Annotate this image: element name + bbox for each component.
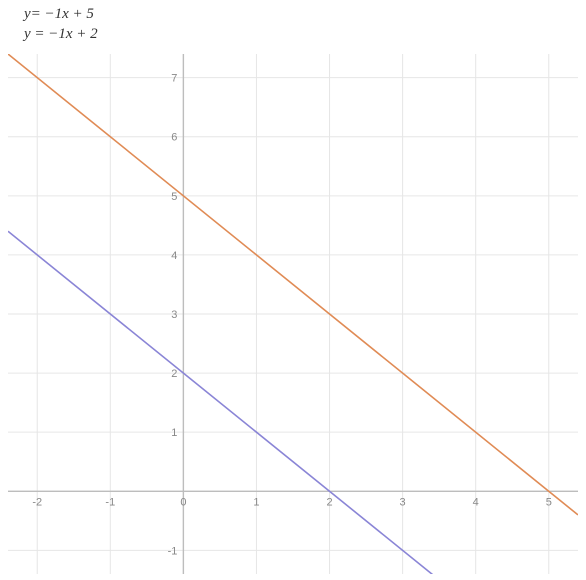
- x-tick-label: 1: [253, 496, 259, 508]
- y-tick-label: 6: [171, 132, 177, 144]
- chart-svg: -2 -1 0 1 2 3 4 5 -1 1 2 3 4 5 6 7: [8, 54, 578, 574]
- y-tick-label: 7: [171, 73, 177, 85]
- y-tick-label: 2: [171, 368, 177, 380]
- x-tick-label: 5: [546, 496, 552, 508]
- x-tick-label: 2: [326, 496, 332, 508]
- x-tick-label: -2: [32, 496, 42, 508]
- equation-2: y = −1x + 2: [24, 24, 98, 44]
- y-tick-label: 4: [171, 250, 177, 262]
- x-tick-label: -1: [105, 496, 115, 508]
- x-tick-label: 4: [473, 496, 479, 508]
- y-tick-label: 3: [171, 309, 177, 321]
- y-tick-label: -1: [168, 545, 178, 557]
- x-tick-label: 0: [180, 496, 186, 508]
- equation-list: y= −1x + 5 y = −1x + 2: [24, 4, 98, 44]
- x-tick-label: 3: [400, 496, 406, 508]
- y-tick-label: 1: [171, 427, 177, 439]
- y-tick-label: 5: [171, 191, 177, 203]
- equation-1: y= −1x + 5: [24, 4, 98, 24]
- line-chart: -2 -1 0 1 2 3 4 5 -1 1 2 3 4 5 6 7: [8, 54, 578, 574]
